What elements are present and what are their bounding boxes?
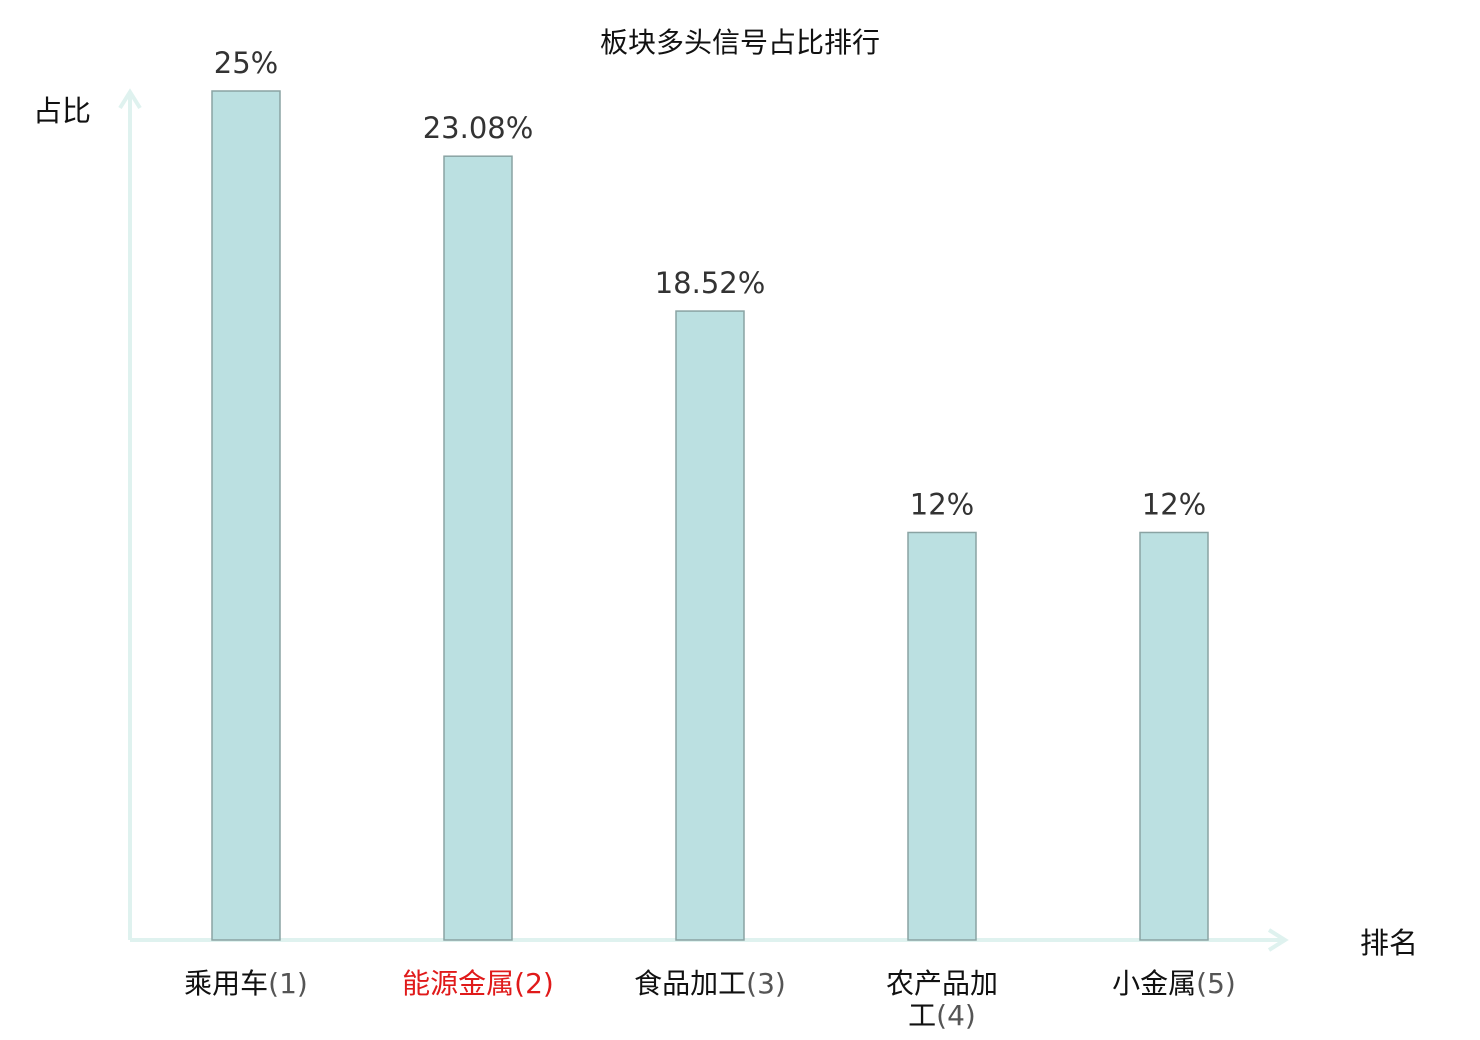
category-label-3: 食品加工(3) [634,967,786,1000]
value-label-5: 12% [1142,487,1206,521]
category-labels-group: 乘用车(1) 能源金属(2) 食品加工(3) 农产品加工(4) 小金属(5) [184,967,1236,1032]
x-axis-arrow [1267,928,1289,952]
category-label-2: 能源金属(2) [402,967,554,1000]
bar-5 [1139,531,1209,941]
bar-4 [907,531,977,941]
y-axis: 占比 [33,88,142,940]
bar-2 [443,155,513,941]
category-label-1: 乘用车(1) [184,967,308,1000]
value-labels-group: 25% 23.08% 18.52% 12% 12% [214,46,1206,521]
category-label-5: 小金属(5) [1112,967,1236,1000]
value-label-2: 23.08% [423,111,534,145]
value-label-3: 18.52% [655,266,766,300]
x-axis: 排名 [130,926,1418,960]
bar-3 [675,310,745,941]
y-axis-label: 占比 [33,94,91,128]
category-label-4: 农产品加工(4) [886,967,998,1032]
value-label-1: 25% [214,46,278,80]
chart-title: 板块多头信号占比排行 [600,26,880,59]
x-axis-label: 排名 [1360,926,1418,960]
bars-group [211,90,1209,941]
value-label-4: 12% [910,487,974,521]
bar-1 [211,90,281,941]
y-axis-arrow [118,88,142,110]
